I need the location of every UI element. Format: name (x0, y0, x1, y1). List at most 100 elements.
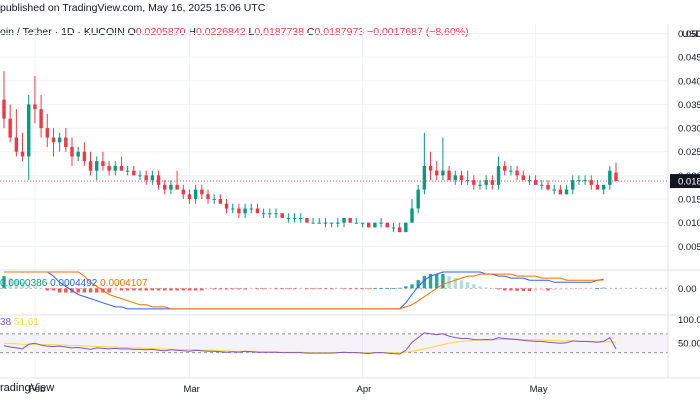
macd-pane (0, 271, 668, 310)
candle-body (410, 208, 414, 223)
candle-body (82, 151, 87, 162)
candle-body (490, 180, 495, 185)
high-value: 0.0226842 (195, 26, 246, 38)
macd-histogram-bar (76, 288, 80, 293)
candle-body (286, 217, 291, 219)
candle-body (478, 184, 482, 186)
candle-body (397, 227, 402, 233)
symbol-legend: oin / Tether · 1D · KUCOIN O0.0205870 H0… (0, 24, 469, 40)
candle-body (20, 151, 25, 157)
candle-body (558, 189, 563, 195)
candle-body (391, 227, 396, 229)
candle-body (181, 189, 185, 195)
rsi-value: 38 (0, 317, 12, 328)
candle-body (552, 189, 556, 191)
macd-histogram-bar (125, 288, 130, 291)
macd-histogram-bar (496, 288, 501, 290)
candle-body (367, 222, 371, 228)
price-tick-label: 0.005 (678, 242, 700, 253)
candle-body (119, 165, 124, 171)
candle-body (231, 208, 235, 210)
macd-legend: 0.0000386 0.0004492 0.0004107 (0, 278, 147, 289)
macd-histogram-bar (39, 288, 43, 290)
rsi-legend: 38 51.61 (0, 317, 39, 328)
rsi-pane (0, 332, 668, 355)
candle-body (373, 222, 377, 228)
candle-body (360, 222, 365, 224)
candle-body (441, 170, 445, 176)
macd-histogram-bar (478, 286, 482, 289)
candle-body (280, 213, 284, 218)
price-tick-label: 0.010 (678, 218, 700, 229)
candle-body (156, 175, 161, 185)
macd-tick-label: 0.00 (678, 284, 697, 295)
macd-histogram-bar (107, 288, 111, 293)
price-tick-label: 0.045 (678, 53, 700, 64)
candle-body (515, 170, 519, 176)
macd-histogram-bar (416, 280, 420, 289)
macd-histogram-bar (422, 276, 427, 289)
candle-body (45, 128, 49, 138)
macd-histogram-bar (33, 286, 37, 289)
candle-body (527, 180, 532, 182)
time-tick-label: Apr (357, 384, 372, 395)
macd-histogram-bar (8, 278, 12, 289)
candle-body (88, 161, 93, 171)
macd-histogram-bar (601, 287, 606, 289)
macd-histogram-bar (490, 288, 495, 290)
low-value: 0.0187738 (254, 26, 304, 38)
candle-body (342, 217, 346, 223)
time-tick-label: Mar (183, 384, 199, 395)
candle-body (57, 137, 62, 143)
candle-body (509, 170, 513, 172)
macd-histogram-bar (150, 288, 155, 291)
grid (0, 24, 668, 378)
macd-histogram-bar (379, 288, 383, 289)
macd-histogram-bar (360, 288, 365, 290)
candle-body (237, 208, 241, 214)
candle-body (472, 180, 476, 185)
macd-histogram-bar (564, 288, 569, 290)
macd-histogram-bar (249, 288, 253, 290)
macd-histogram-bar (212, 288, 216, 290)
candle-body (577, 180, 581, 182)
macd-histogram-bar (181, 288, 185, 291)
candle-body (33, 104, 37, 110)
macd-histogram-bar (348, 288, 352, 290)
candle-body (249, 208, 253, 210)
macd-histogram-bar (268, 288, 272, 290)
macd-histogram-bar (95, 288, 99, 293)
candle-body (175, 184, 179, 190)
candle-body (2, 99, 6, 119)
price-tick-label: 0.030 (678, 124, 700, 135)
macd-histogram-bar (453, 278, 457, 289)
currency-label: USDT (682, 29, 700, 40)
last-price-box (670, 174, 700, 189)
macd-histogram-bar (410, 284, 414, 289)
candle-body (150, 175, 155, 181)
candle-body (39, 109, 43, 129)
price-pane (0, 71, 668, 233)
price-tick-label: 0.050 (678, 29, 700, 40)
last-price-label: 0.018 (678, 177, 700, 188)
symbol-title: oin / Tether · 1D · KUCOIN (0, 26, 125, 38)
candle-body (243, 208, 247, 214)
rsi-ma-value: 51.61 (13, 317, 39, 328)
macd-histogram-bar (336, 288, 340, 290)
candle-body (187, 194, 192, 200)
macd-histogram-bar (292, 288, 297, 290)
macd-signal-value: 0.0004107 (100, 278, 148, 289)
candle-body (404, 222, 408, 233)
candle-body (521, 175, 525, 181)
macd-histogram-bar (533, 288, 538, 291)
macd-histogram-bar (224, 288, 229, 290)
candle-body (311, 222, 315, 224)
price-tick-label: 0.035 (678, 100, 700, 111)
macd-histogram-bar (27, 284, 31, 289)
time-tick-label: May (530, 384, 548, 395)
candle-body (329, 222, 334, 224)
candle-body (113, 165, 117, 171)
candle-body (546, 184, 550, 190)
macd-histogram-bar (57, 288, 62, 293)
